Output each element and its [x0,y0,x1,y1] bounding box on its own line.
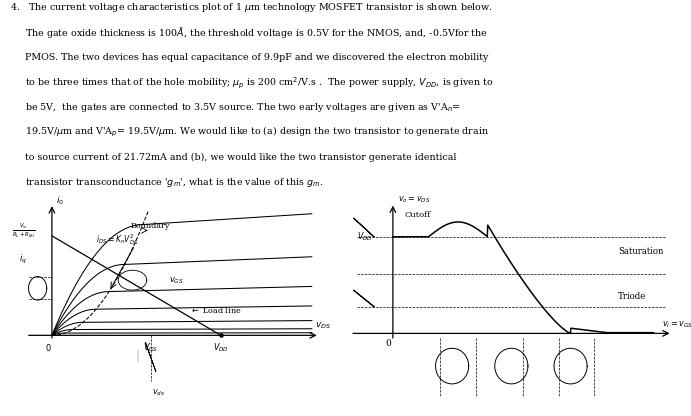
Text: $i_{DS}=K_n V^2_{DS}$: $i_{DS}=K_n V^2_{DS}$ [95,232,138,247]
Text: $i_0$: $i_0$ [56,194,64,207]
Text: $v_{DS}$: $v_{DS}$ [316,320,332,331]
Text: to be three times that of the hole mobility; $\mu_p$ is 200 cm$^2$/V.s .  The po: to be three times that of the hole mobil… [10,75,493,90]
Text: 19.5V/$\mu$m and V'A$_p$= 19.5V/$\mu$m. We would like to (a) design the two tran: 19.5V/$\mu$m and V'A$_p$= 19.5V/$\mu$m. … [10,125,489,139]
Text: $\leftarrow$ Load line: $\leftarrow$ Load line [189,305,241,315]
Text: $V_{GS}$: $V_{GS}$ [143,342,158,354]
Text: Saturation: Saturation [618,247,663,256]
Text: PMOS. The two devices has equal capacitance of 9.9pF and we discovered the elect: PMOS. The two devices has equal capacita… [10,53,489,62]
Text: $V_{DD}$: $V_{DD}$ [213,342,229,354]
Text: $V_{DD}$: $V_{DD}$ [357,230,373,243]
Text: be 5V,  the gates are connected to 3.5V source. The two early voltages are given: be 5V, the gates are connected to 3.5V s… [10,101,461,114]
Text: Cutoff: Cutoff [405,210,431,218]
Text: The gate oxide thickness is 100$\AA$, the threshold voltage is 0.5V for the NMOS: The gate oxide thickness is 100$\AA$, th… [10,25,489,40]
Text: $v_{ds}$: $v_{ds}$ [152,388,165,398]
Text: $v_o = v_{DS}$: $v_o = v_{DS}$ [397,194,430,205]
Text: $v_i = v_{GS}$: $v_i = v_{GS}$ [662,319,691,329]
Text: Boundary: Boundary [131,223,171,230]
Text: $i_q$: $i_q$ [19,253,27,266]
Text: $0$: $0$ [45,342,51,353]
Text: transistor transconductance '$g_m$', what is the value of this $g_m$.: transistor transconductance '$g_m$', wha… [10,176,324,189]
Text: $\frac{V_{in}}{R_L+R_{SH}}$: $\frac{V_{in}}{R_L+R_{SH}}$ [12,221,35,240]
Text: 0: 0 [386,339,391,348]
Text: $v_{GS}$: $v_{GS}$ [169,276,184,286]
Text: 4.   The current voltage characteristics plot of 1 $\mu$m technology MOSFET tran: 4. The current voltage characteristics p… [10,1,493,14]
Text: to source current of 21.72mA and (b), we would like the two transistor generate : to source current of 21.72mA and (b), we… [10,153,457,162]
Text: Triode: Triode [618,292,646,301]
